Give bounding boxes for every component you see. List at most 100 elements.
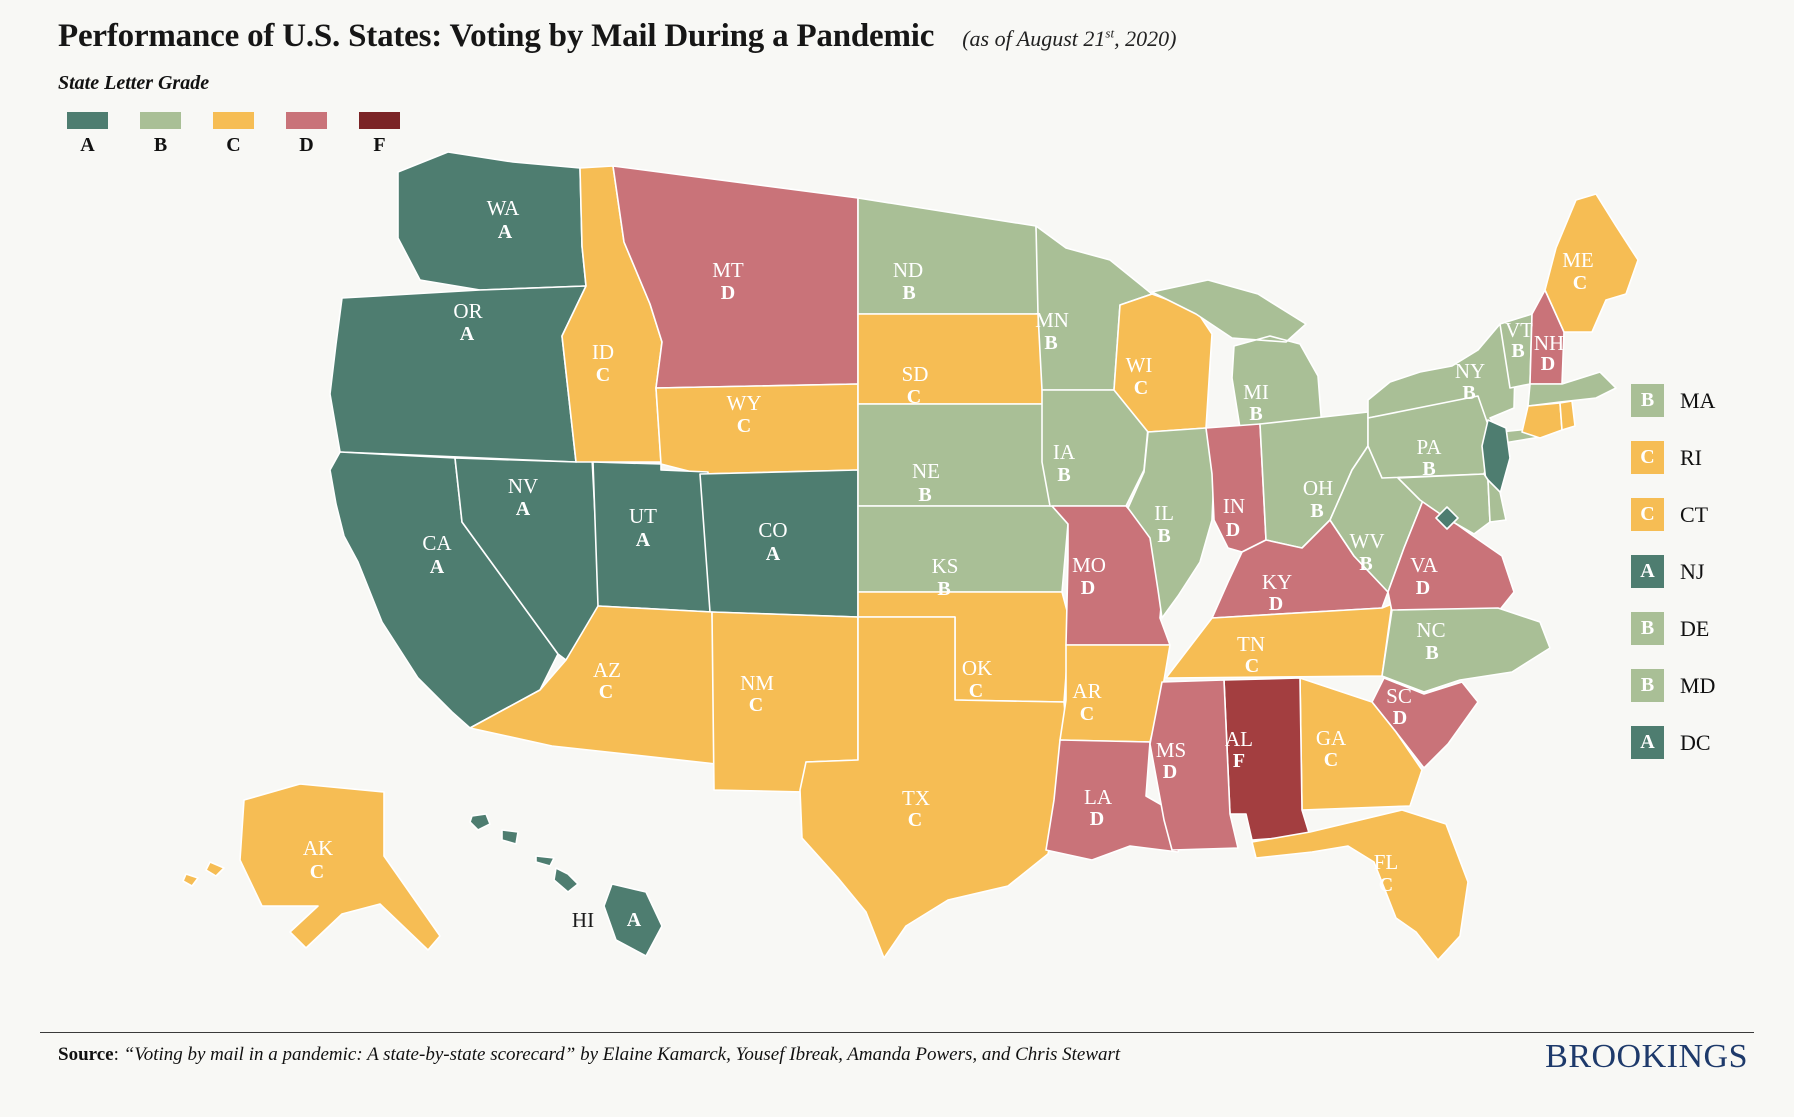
state-me[interactable] — [1544, 193, 1639, 333]
state-grade-label-or: A — [460, 323, 475, 345]
state-abbr-label-nh: NH — [1534, 331, 1564, 355]
state-ri[interactable] — [1559, 400, 1576, 431]
state-grade-label-nh: D — [1541, 353, 1555, 375]
page-title: Performance of U.S. States: Voting by Ma… — [58, 18, 935, 54]
state-grade-label-sc: D — [1393, 707, 1407, 729]
source-text: “Voting by mail in a pandemic: A state-b… — [123, 1044, 1121, 1065]
source-colon: : — [113, 1044, 124, 1065]
state-grade-label-ar: C — [1080, 703, 1094, 725]
state-abbr-label-in: IN — [1223, 494, 1245, 518]
state-la[interactable] — [1045, 739, 1189, 861]
grade-legend-item-c: C — [213, 112, 254, 155]
grade-letter-b: B — [153, 134, 168, 156]
state-abbr-label-id: ID — [592, 340, 614, 364]
side-legend-row-ri: C RI — [1631, 441, 1715, 474]
state-abbr-label-ks: KS — [932, 554, 959, 578]
grade-swatch-d — [286, 112, 327, 129]
state-abbr-label-il: IL — [1154, 501, 1174, 525]
state-grade-label-tn: C — [1245, 655, 1259, 677]
state-sd[interactable] — [857, 313, 1047, 405]
state-abbr-label-or: OR — [453, 299, 482, 323]
side-legend-state-dc: DC — [1680, 729, 1711, 755]
state-abbr-label-ga: GA — [1316, 726, 1347, 750]
state-tx[interactable] — [799, 616, 1069, 959]
state-wi[interactable] — [1113, 293, 1213, 433]
state-abbr-label-mn: MN — [1035, 308, 1069, 332]
state-dc[interactable] — [1435, 506, 1459, 530]
state-abbr-label-wv: WV — [1350, 529, 1385, 553]
state-abbr-label-mt: MT — [712, 258, 744, 282]
side-legend-state-md: MD — [1680, 672, 1716, 698]
state-grade-label-tx: C — [908, 809, 922, 831]
state-abbr-label-me: ME — [1562, 248, 1594, 272]
footer-divider — [40, 1032, 1754, 1033]
state-abbr-label-ca: CA — [422, 531, 452, 555]
state-abbr-label-ny: NY — [1455, 359, 1485, 383]
state-abbr-label-ne: NE — [912, 459, 940, 483]
state-grade-label-ne: B — [918, 484, 931, 506]
grade-letter-d: D — [299, 134, 314, 156]
side-legend-row-ct: C CT — [1631, 498, 1715, 531]
state-grade-label-id: C — [596, 364, 610, 386]
state-abbr-label-mi: MI — [1243, 380, 1269, 404]
state-grade-label-ia: B — [1057, 464, 1070, 486]
side-legend-row-md: B MD — [1631, 669, 1715, 702]
side-legend-state-de: DE — [1680, 615, 1710, 641]
state-ks[interactable] — [857, 505, 1069, 593]
side-legend-row-de: B DE — [1631, 612, 1715, 645]
state-ut[interactable] — [592, 461, 713, 613]
side-legend-row-dc: A DC — [1631, 726, 1715, 759]
grade-legend-title: State Letter Grade — [58, 72, 210, 94]
side-legend-grade-ct: C — [1631, 498, 1664, 531]
state-grade-label-nc: B — [1425, 642, 1438, 664]
state-nd[interactable] — [857, 197, 1041, 315]
state-abbr-label-co: CO — [758, 518, 787, 542]
state-ct[interactable] — [1521, 402, 1563, 439]
subtitle-suffix: , 2020) — [1114, 26, 1177, 51]
subtitle-prefix: (as of August 21 — [962, 26, 1106, 51]
state-grade-label-mt: D — [721, 282, 735, 304]
state-abbr-label-ms: MS — [1156, 738, 1186, 762]
grade-legend-item-d: D — [286, 112, 327, 155]
state-abbr-label-sd: SD — [902, 362, 929, 386]
state-abbr-label-nm: NM — [740, 671, 774, 695]
state-hi[interactable] — [469, 813, 663, 957]
side-legend-grade-ri: C — [1631, 441, 1664, 474]
grade-letter-c: C — [226, 134, 241, 156]
state-abbr-label-ok: OK — [962, 656, 992, 680]
side-legend-grade-nj: A — [1631, 555, 1664, 588]
state-grade-label-wa: A — [498, 221, 513, 243]
side-legend-state-nj: NJ — [1680, 558, 1705, 584]
side-legend-row-ma: B MA — [1631, 384, 1715, 417]
state-tn[interactable] — [1165, 603, 1393, 679]
grade-legend-item-a: A — [67, 112, 108, 155]
state-abbr-label-pa: PA — [1417, 435, 1443, 459]
grade-swatch-c — [213, 112, 254, 129]
state-grade-label-il: B — [1157, 525, 1170, 547]
state-md[interactable] — [1397, 473, 1491, 535]
state-abbr-label-ia: IA — [1053, 440, 1076, 464]
grade-swatch-f — [359, 112, 400, 129]
side-legend-grade-de: B — [1631, 612, 1664, 645]
state-abbr-label-la: LA — [1084, 785, 1113, 809]
state-grade-label-mo: D — [1081, 577, 1095, 599]
state-abbr-label-tn: TN — [1237, 632, 1265, 656]
state-abbr-label-hi: HI — [572, 908, 594, 932]
side-legend-grade-md: B — [1631, 669, 1664, 702]
state-nc[interactable] — [1381, 607, 1551, 693]
state-grade-label-ut: A — [636, 529, 651, 551]
state-ms[interactable] — [1149, 679, 1239, 851]
state-wa[interactable] — [397, 151, 587, 291]
state-grade-label-az: C — [599, 681, 613, 703]
state-grade-label-ga: C — [1324, 749, 1338, 771]
subtitle: (as of August 21st, 2020) — [962, 26, 1176, 51]
state-de[interactable] — [1487, 479, 1507, 523]
state-grade-label-ks: B — [937, 578, 950, 600]
state-grade-label-sd: C — [907, 386, 921, 408]
state-ak[interactable] — [182, 783, 441, 951]
state-fl[interactable] — [1251, 809, 1469, 961]
state-abbr-label-nc: NC — [1416, 618, 1445, 642]
state-ne[interactable] — [857, 403, 1063, 507]
